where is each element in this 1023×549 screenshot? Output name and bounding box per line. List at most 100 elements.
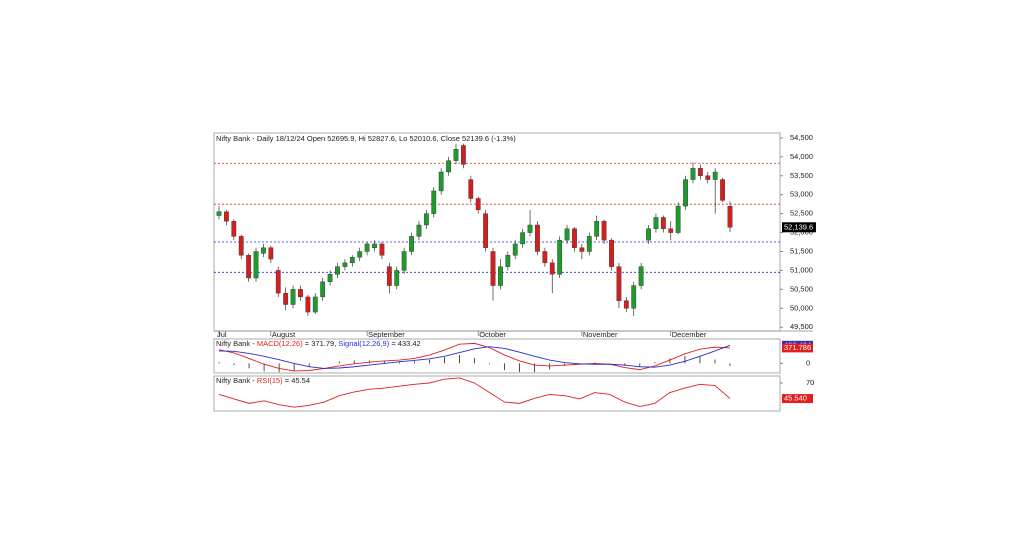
y-tick-label: 53,500 (790, 171, 813, 180)
candle-body (460, 145, 466, 165)
x-tick-label: November (583, 330, 618, 339)
candle-body (401, 251, 407, 271)
candle-body (379, 243, 385, 256)
title-part: MACD(12,26) (257, 339, 303, 348)
candle-body (409, 236, 414, 252)
candle-body (423, 213, 429, 226)
candle-body (468, 179, 474, 199)
candle-body (438, 171, 444, 192)
candle-body (394, 270, 400, 286)
candle-body (653, 217, 659, 229)
candle-body (342, 262, 348, 267)
y-tick-label: 70 (806, 378, 814, 387)
candle-body (349, 256, 355, 264)
candle-body (453, 149, 459, 161)
candle-body (705, 175, 711, 180)
candle-body (690, 168, 696, 180)
candle-body (564, 228, 570, 241)
candle-body (327, 274, 333, 282)
y-tick-label: 51,500 (790, 246, 813, 255)
candle-body (372, 243, 377, 248)
last-price-label: 52,139.6 (784, 222, 813, 231)
candle-body (505, 255, 511, 267)
y-tick-label: 50,500 (790, 284, 813, 293)
candle-body (542, 251, 548, 264)
x-tick-label: December (672, 330, 707, 339)
candle-body (668, 228, 674, 233)
candle-body (498, 266, 503, 286)
candle-body (683, 179, 688, 207)
y-tick-label: 50,000 (790, 303, 813, 312)
candle-body (335, 266, 340, 275)
candle-body (261, 247, 266, 254)
candle-body (275, 270, 281, 294)
candle-body (616, 266, 622, 301)
candle-body (253, 251, 259, 279)
candle-body (246, 255, 252, 279)
candle-body (268, 247, 274, 260)
candle-body (675, 205, 681, 233)
candle-body (446, 160, 451, 173)
y-tick-label: 54,000 (790, 152, 813, 161)
rsi-frame (213, 375, 781, 412)
candle-body (638, 266, 644, 286)
candle-body (631, 285, 637, 309)
candle-body (475, 198, 481, 211)
candle-body (357, 251, 363, 258)
candle-body (557, 239, 563, 275)
x-tick-label: Jul (217, 330, 227, 339)
indicator-line (218, 342, 731, 372)
value-label: 45.540 (784, 394, 807, 403)
candle-body (727, 206, 733, 228)
candle-body (298, 289, 303, 298)
y-tick-label: 52,500 (790, 209, 813, 218)
candle-body (646, 228, 651, 241)
price-frame (213, 132, 781, 332)
title-part: = 371.79, (303, 339, 339, 348)
candle-body (535, 224, 540, 252)
candle-body (579, 247, 585, 252)
candle-body (697, 168, 703, 176)
x-tick-label: August (272, 330, 296, 339)
candle-body (549, 262, 555, 275)
title-part: Nifty Bank - (216, 339, 257, 348)
candle-body (431, 190, 437, 214)
candle-body (572, 228, 577, 248)
macd-frame (213, 338, 781, 374)
y-tick-label: 49,500 (790, 322, 813, 331)
y-tick-label: 54,500 (790, 133, 813, 142)
candle-body (594, 221, 600, 237)
candle-body (609, 239, 614, 267)
candle-body (720, 179, 725, 201)
indicator-line (218, 377, 731, 408)
candle-body (290, 289, 296, 305)
candle-body (386, 266, 392, 286)
y-tick-label: 53,000 (790, 190, 813, 199)
candle-body (416, 224, 422, 237)
candle-body (601, 221, 607, 241)
indicator-line (218, 344, 731, 369)
title-part: Nifty Bank - (216, 376, 257, 385)
value-label: 371.786 (784, 343, 811, 352)
candle-body (623, 300, 629, 309)
candle-body (527, 224, 533, 233)
candle-body (586, 236, 592, 252)
value-label-box (782, 343, 813, 353)
value-label-box (782, 394, 813, 404)
last-price-box (782, 222, 816, 233)
candle-body (305, 296, 311, 313)
candle-body (231, 221, 237, 237)
title-part: = 433.42 (389, 339, 421, 348)
candle-body (224, 211, 229, 222)
candle-body (483, 213, 489, 248)
candle-body (238, 236, 244, 256)
candle-body (490, 251, 496, 286)
candle-body (216, 211, 222, 216)
candle-body (320, 281, 326, 298)
candle-body (283, 292, 289, 305)
candle-body (512, 243, 518, 256)
x-tick-label: October (479, 330, 506, 339)
title-part: Signal(12,26,9) (338, 339, 389, 348)
indicator-title: Nifty Bank - MACD(12,26) = 371.79, Signa… (216, 339, 421, 348)
